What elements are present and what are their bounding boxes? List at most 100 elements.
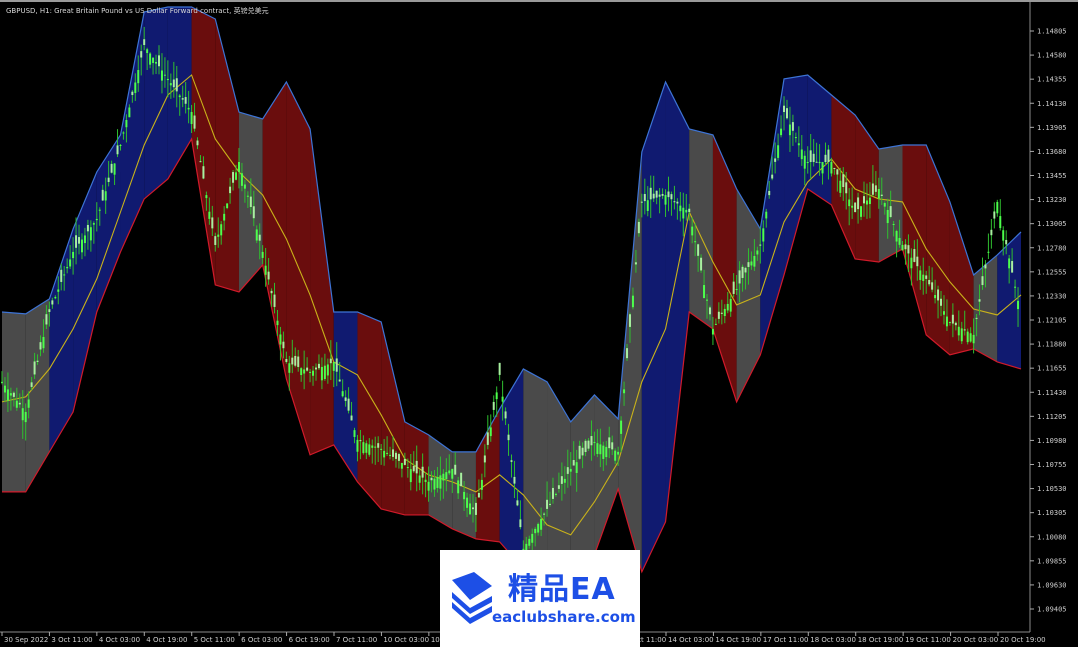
candle-body [400, 462, 403, 469]
candle-body [63, 274, 66, 276]
candle-body [860, 206, 863, 217]
candle-body [261, 251, 264, 258]
candle-body [190, 112, 193, 125]
price-tick-label: 1.09630 [1037, 581, 1067, 589]
candle-body [984, 264, 987, 269]
candle-body [157, 55, 160, 67]
time-tick-label: 4 Oct 03:00 [99, 636, 140, 644]
candle-body [874, 185, 877, 192]
candle-body [531, 533, 534, 543]
candle-body [617, 451, 620, 455]
middle-moving-average-line [1, 74, 1022, 536]
candle-body [258, 234, 261, 241]
price-tick-label: 1.14805 [1037, 28, 1067, 36]
candle-body [27, 399, 30, 408]
candle-body [415, 460, 418, 474]
candle-body [457, 480, 460, 494]
band-segment-bear [191, 7, 216, 285]
price-tick-label: 1.11430 [1037, 389, 1067, 397]
candle-body [347, 398, 350, 411]
candle-body [812, 153, 815, 163]
price-tick-label: 1.12105 [1037, 317, 1067, 325]
candle-body [623, 389, 626, 394]
candle-body [628, 314, 631, 327]
candle-body [389, 454, 392, 456]
candle-body [785, 108, 788, 119]
candle-body [996, 201, 999, 214]
candle-body [557, 485, 560, 489]
price-tick-label: 1.10080 [1037, 533, 1067, 541]
candle-body [220, 224, 223, 236]
time-tick-label: 14 Oct 19:00 [715, 636, 761, 644]
candle-body [759, 244, 762, 246]
candle-body [471, 507, 474, 510]
time-tick-label: 6 Oct 19:00 [289, 636, 330, 644]
candle-body [910, 257, 913, 269]
candle-body [729, 298, 732, 312]
candle-body [845, 182, 848, 194]
candle-body [658, 194, 661, 197]
candle-body [255, 229, 258, 241]
band-segment-bull [120, 12, 145, 252]
price-tick-label: 1.14355 [1037, 76, 1067, 84]
candle-body [486, 432, 489, 445]
candle-body [572, 460, 575, 466]
candle-body [166, 78, 169, 81]
price-tick-label: 1.10980 [1037, 437, 1067, 445]
candle-body [626, 348, 629, 359]
band-segment-bull [641, 81, 666, 572]
candle-body [646, 200, 649, 211]
candle-body [474, 502, 477, 515]
candle-body [661, 193, 664, 196]
price-axis[interactable]: 1.14805 1.14580 1.14355 1.14130 1.13905 1.136… [1030, 28, 1067, 614]
candle-body [454, 464, 457, 475]
time-tick-label: 14 Oct 03:00 [668, 636, 714, 644]
candle-body [851, 205, 854, 208]
candle-body [131, 91, 134, 96]
candle-body [637, 221, 640, 234]
candle-body [664, 194, 667, 205]
candle-body [421, 466, 424, 478]
candle-body [169, 83, 172, 86]
candle-body [122, 132, 125, 134]
candle-body [596, 443, 599, 454]
candle-body [377, 443, 380, 448]
time-tick-label: 20 Oct 03:00 [953, 636, 999, 644]
time-tick-label: 5 Oct 11:00 [194, 636, 235, 644]
candle-body [42, 336, 45, 349]
candle-body [895, 230, 898, 242]
band-segment-flat [570, 394, 595, 569]
candle-body [33, 361, 36, 375]
candle-body [682, 207, 685, 219]
price-tick-label: 1.14580 [1037, 52, 1067, 60]
candle-body [356, 439, 359, 452]
candle-body [294, 355, 297, 366]
candle-body [999, 216, 1002, 229]
candle-body [919, 270, 922, 280]
watermark: 精品EA eaclubshare.com [440, 550, 640, 650]
band-segment-bear [357, 311, 382, 509]
candle-body [306, 367, 309, 371]
candle-body [54, 296, 57, 299]
candle-body [273, 294, 276, 307]
candle-body [883, 202, 886, 207]
candle-body [341, 391, 344, 397]
candle-body [854, 202, 857, 212]
candle-body [738, 270, 741, 284]
candle-body [836, 169, 839, 175]
candle-body [522, 548, 525, 550]
candle-body [276, 320, 279, 326]
candle-body [593, 441, 596, 443]
candle-body [528, 538, 531, 546]
candle-body [371, 445, 374, 448]
candle-body [113, 163, 116, 175]
candle-body [504, 411, 507, 419]
candle-body [392, 449, 395, 457]
candle-body [640, 201, 643, 203]
candle-body [631, 295, 634, 308]
time-tick-label: 10 Oct 03:00 [383, 636, 429, 644]
candle-body [430, 477, 433, 481]
price-tick-label: 1.09855 [1037, 557, 1067, 565]
